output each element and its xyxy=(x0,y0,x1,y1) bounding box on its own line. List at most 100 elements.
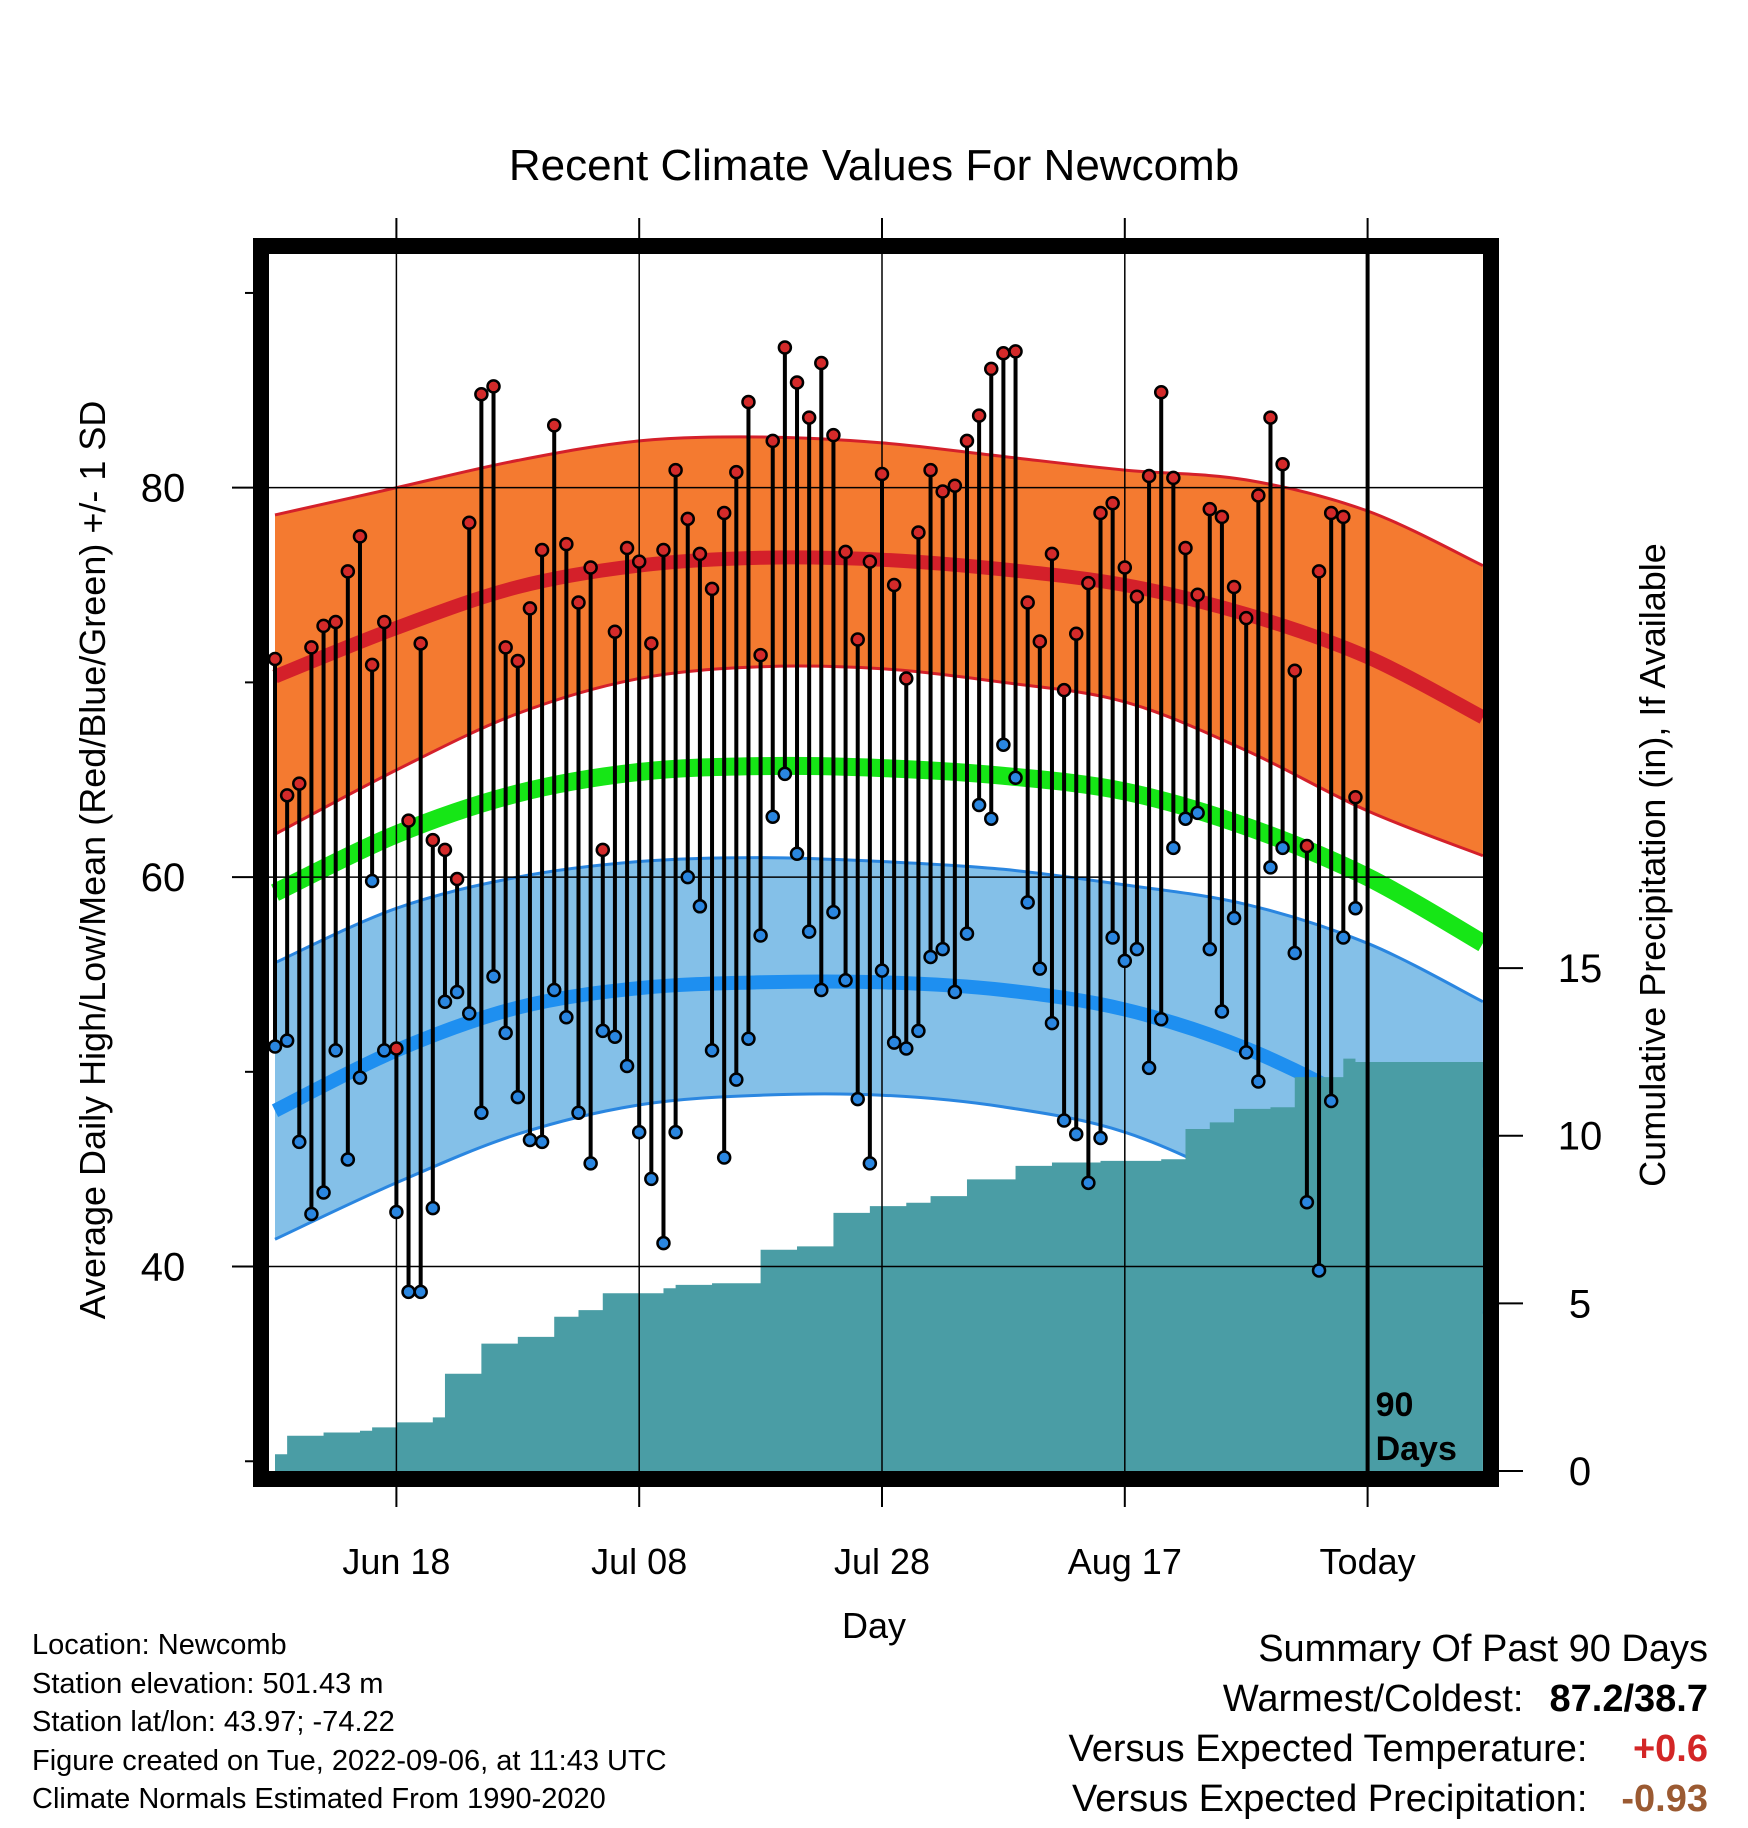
daily-high-point xyxy=(753,647,768,663)
daily-high-point xyxy=(413,636,428,651)
daily-low-point xyxy=(304,1206,319,1222)
daily-low-point xyxy=(1081,1175,1096,1191)
daily-high-point xyxy=(656,542,671,558)
y2-tick-label: 0 xyxy=(1569,1450,1591,1494)
daily-low-point xyxy=(546,982,562,998)
daily-low-point xyxy=(461,1006,477,1021)
daily-high-point xyxy=(1166,470,1181,486)
daily-low-point xyxy=(1275,840,1290,856)
x-tick-label: Jul 28 xyxy=(834,1541,930,1582)
y-tick-label: 60 xyxy=(141,856,186,900)
daily-high-point xyxy=(449,871,465,887)
daily-low-point xyxy=(935,941,950,957)
daily-high-point xyxy=(971,408,987,423)
plot-frame: 90 Days xyxy=(253,238,1499,1487)
daily-low-point xyxy=(340,1152,356,1167)
daily-low-point xyxy=(668,1124,683,1140)
daily-low-point xyxy=(1251,1074,1266,1089)
daily-high-point xyxy=(1020,595,1035,610)
daily-low-point xyxy=(814,982,829,998)
daily-low-point xyxy=(1068,1126,1084,1142)
daily-low-point xyxy=(559,1010,574,1025)
high-sd-band xyxy=(275,436,1483,856)
daily-low-point xyxy=(1238,1045,1254,1060)
daily-high-point xyxy=(534,542,550,558)
daily-high-point xyxy=(486,379,501,394)
daily-high-point xyxy=(886,577,902,593)
daily-high-point xyxy=(826,427,841,443)
daily-high-point xyxy=(729,464,744,480)
daily-high-point xyxy=(996,346,1011,361)
precip-area xyxy=(275,1058,1483,1471)
y-tick-label: 40 xyxy=(141,1246,186,1290)
x-tick-label: Aug 17 xyxy=(1068,1541,1182,1582)
station-info: Location: Newcomb Station elevation: 501… xyxy=(32,1626,667,1819)
daily-high-point xyxy=(1287,663,1303,678)
daily-high-point xyxy=(401,813,416,828)
daily-high-point xyxy=(546,418,562,433)
daily-low-point xyxy=(1226,910,1242,926)
elevation-text: Station elevation: 501.43 m xyxy=(32,1667,384,1700)
daily-low-point xyxy=(1008,770,1023,786)
daily-low-point xyxy=(741,1031,756,1046)
x-tick-label: Jun 18 xyxy=(342,1541,450,1582)
daily-low-point xyxy=(971,797,987,813)
today-days-label: Days xyxy=(1376,1430,1457,1468)
daily-high-point xyxy=(389,1041,404,1056)
daily-low-point xyxy=(692,899,708,914)
daily-high-point xyxy=(899,671,914,686)
daily-high-point xyxy=(595,842,611,858)
daily-low-point xyxy=(850,1091,865,1107)
warm-cold-row: Warmest/Coldest: 87.2/38.7 xyxy=(1069,1674,1708,1724)
daily-high-point xyxy=(814,355,829,371)
summary-heading: Summary Of Past 90 Days xyxy=(1258,1628,1708,1670)
daily-low-point xyxy=(716,1150,732,1165)
daily-low-point xyxy=(1323,1093,1339,1109)
daily-high-point xyxy=(1275,457,1290,472)
daily-low-point xyxy=(1299,1195,1315,1210)
today-days-count: 90 xyxy=(1376,1386,1414,1424)
daily-low-point xyxy=(923,949,938,965)
daily-low-point xyxy=(279,1033,295,1048)
daily-high-point xyxy=(668,462,683,478)
precip-label: Versus Expected Precipitation: xyxy=(1072,1778,1588,1820)
daily-low-point xyxy=(534,1134,550,1150)
daily-high-point xyxy=(377,614,392,630)
daily-low-point xyxy=(328,1043,343,1058)
daily-high-point xyxy=(838,544,853,560)
daily-high-point xyxy=(874,466,890,482)
daily-high-point xyxy=(1105,495,1120,511)
daily-high-point xyxy=(1032,634,1048,649)
daily-low-point xyxy=(595,1023,611,1039)
location-text: Location: Newcomb xyxy=(32,1629,287,1661)
daily-low-point xyxy=(631,1124,647,1140)
daily-high-point xyxy=(911,525,926,540)
daily-high-point xyxy=(692,546,708,562)
daily-high-point xyxy=(1336,509,1351,525)
daily-low-point xyxy=(1348,901,1363,916)
daily-high-point xyxy=(571,595,586,610)
daily-high-point xyxy=(1081,575,1096,591)
daily-low-point xyxy=(269,1039,283,1054)
daily-high-point xyxy=(619,540,635,556)
precip-cumulative-area xyxy=(275,1058,1483,1471)
daily-low-point xyxy=(292,1134,307,1150)
warm-cold-label: Warmest/Coldest: xyxy=(1222,1678,1524,1720)
daily-low-point xyxy=(838,973,853,988)
daily-low-point xyxy=(389,1204,404,1220)
daily-high-point xyxy=(1008,344,1023,359)
y-axis-label: Average Daily High/Low/Mean (Red/Blue/Gr… xyxy=(72,401,113,1320)
daily-low-point xyxy=(644,1171,659,1187)
daily-low-point xyxy=(886,1035,902,1050)
daily-high-point xyxy=(984,361,999,377)
daily-high-point xyxy=(510,653,526,669)
daily-low-point xyxy=(801,924,817,939)
daily-high-point xyxy=(279,788,295,803)
daily-high-point xyxy=(680,511,696,527)
daily-high-point xyxy=(1202,501,1218,517)
daily-low-point xyxy=(1263,860,1278,875)
daily-high-point xyxy=(474,386,489,402)
daily-low-point xyxy=(826,904,841,920)
daily-low-point xyxy=(607,1029,623,1045)
